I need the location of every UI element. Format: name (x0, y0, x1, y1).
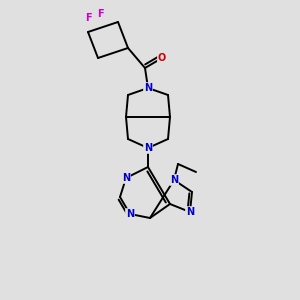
Text: O: O (158, 53, 166, 63)
Text: N: N (144, 143, 152, 153)
Text: N: N (122, 173, 130, 183)
Text: N: N (170, 175, 178, 185)
Text: F: F (85, 13, 91, 23)
Text: N: N (126, 209, 134, 219)
Text: N: N (186, 207, 194, 217)
Text: F: F (97, 9, 103, 19)
Text: N: N (144, 83, 152, 93)
